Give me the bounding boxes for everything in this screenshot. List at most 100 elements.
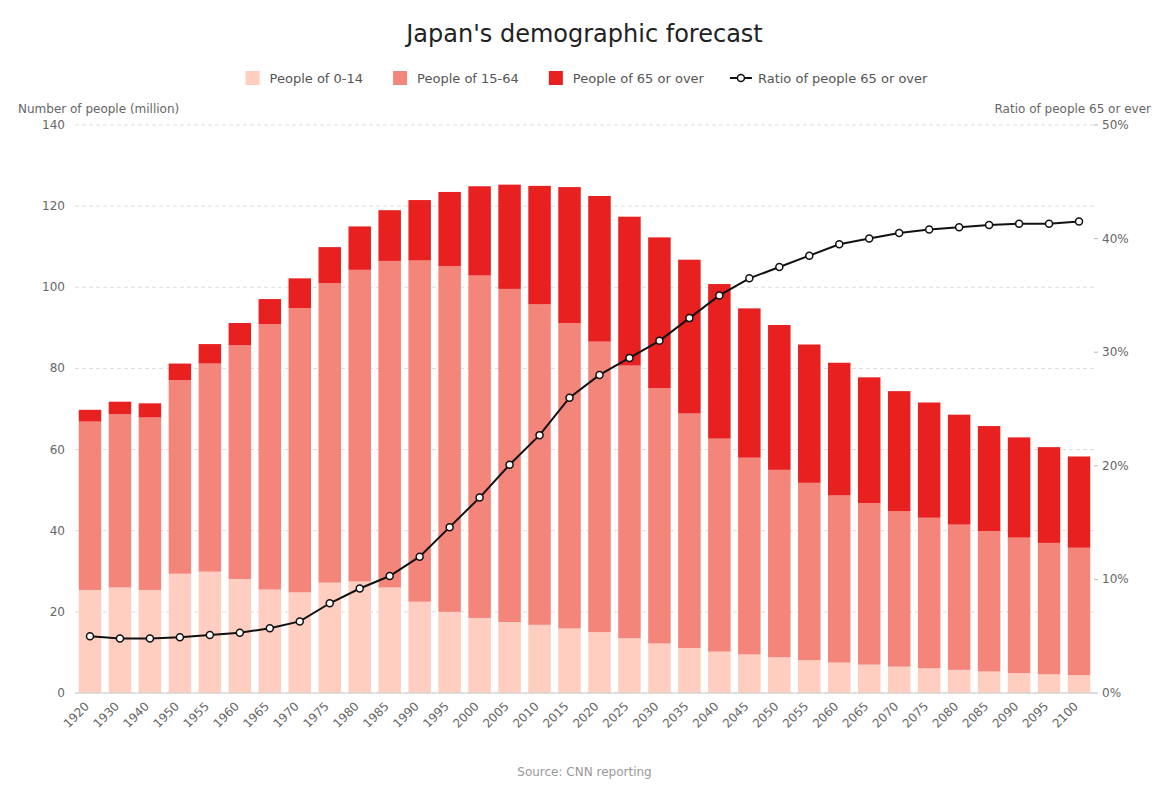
bar bbox=[319, 283, 341, 582]
bar bbox=[528, 186, 550, 304]
legend-item: People of 65 or over bbox=[549, 71, 705, 86]
line-marker bbox=[296, 618, 303, 625]
line-marker bbox=[836, 241, 843, 248]
y2-tick bbox=[1094, 352, 1098, 353]
x-tick-label: 1960 bbox=[210, 699, 241, 730]
x-tick-label: 2015 bbox=[540, 699, 571, 730]
bar bbox=[648, 644, 670, 693]
bar bbox=[199, 364, 221, 572]
bar bbox=[888, 667, 910, 693]
line-marker bbox=[386, 572, 393, 579]
bar bbox=[438, 192, 460, 266]
bar bbox=[438, 266, 460, 612]
bar bbox=[978, 531, 1000, 671]
chart: Japan's demographic forecast020406080100… bbox=[0, 0, 1169, 788]
y-tick-label: 100 bbox=[42, 280, 65, 294]
bar bbox=[348, 270, 370, 582]
bar bbox=[588, 196, 610, 342]
bar bbox=[498, 622, 520, 693]
bar bbox=[708, 284, 730, 439]
x-tick-label: 2035 bbox=[660, 699, 691, 730]
line-marker bbox=[866, 235, 873, 242]
x-tick-label: 1970 bbox=[270, 699, 301, 730]
bar bbox=[558, 323, 580, 629]
bar bbox=[259, 590, 281, 693]
line-marker bbox=[1016, 220, 1023, 227]
bar bbox=[408, 261, 430, 602]
legend-item: People of 0-14 bbox=[246, 71, 364, 86]
y2-tick-label: 10% bbox=[1102, 572, 1129, 586]
bar bbox=[229, 345, 251, 579]
line-marker bbox=[86, 633, 93, 640]
grid-line bbox=[75, 611, 1094, 612]
x-tick-label: 1975 bbox=[300, 699, 331, 730]
x-tick-label: 1995 bbox=[420, 699, 451, 730]
bar-series bbox=[79, 261, 1091, 676]
grid-line bbox=[75, 530, 1094, 531]
legend-label: People of 65 or over bbox=[573, 71, 705, 86]
y2-tick bbox=[1094, 465, 1098, 466]
title: Japan's demographic forecast bbox=[404, 20, 763, 48]
x-tick-label: 1940 bbox=[121, 699, 152, 730]
legend-label: People of 15-64 bbox=[417, 71, 519, 86]
bar bbox=[558, 187, 580, 323]
bar bbox=[918, 403, 940, 518]
x-tick-label: 1990 bbox=[390, 699, 421, 730]
bar bbox=[1068, 675, 1090, 693]
bar bbox=[768, 657, 790, 693]
bar bbox=[918, 668, 940, 693]
legend-item: People of 15-64 bbox=[393, 71, 519, 86]
bar bbox=[1038, 543, 1060, 674]
bar bbox=[888, 511, 910, 666]
bar bbox=[978, 426, 1000, 531]
bar bbox=[798, 660, 820, 693]
bar bbox=[708, 439, 730, 652]
y2-tick-label: 20% bbox=[1102, 459, 1129, 473]
legend-swatch bbox=[549, 71, 563, 85]
bar bbox=[468, 276, 490, 618]
source: Source: CNN reporting bbox=[517, 765, 651, 779]
x-tick-label: 2050 bbox=[750, 699, 781, 730]
legend-swatch bbox=[246, 71, 260, 85]
line-marker bbox=[896, 229, 903, 236]
bar bbox=[289, 308, 311, 592]
x-tick-label: 1950 bbox=[151, 699, 182, 730]
line-marker bbox=[416, 553, 423, 560]
bar bbox=[618, 638, 640, 693]
y2-tick-label: 50% bbox=[1102, 118, 1129, 132]
bar bbox=[79, 422, 101, 590]
background bbox=[0, 0, 1169, 788]
y-tick-label: 20 bbox=[50, 605, 65, 619]
bar bbox=[948, 415, 970, 525]
line-marker bbox=[566, 394, 573, 401]
bar bbox=[468, 618, 490, 693]
bar bbox=[109, 414, 131, 587]
bar-series bbox=[79, 185, 1091, 548]
bar bbox=[498, 289, 520, 622]
bar bbox=[109, 588, 131, 693]
bar bbox=[768, 470, 790, 657]
line bbox=[90, 222, 1079, 639]
bar bbox=[319, 247, 341, 283]
x-tick-label: 2075 bbox=[900, 699, 931, 730]
bar bbox=[229, 579, 251, 693]
y-tick-label: 60 bbox=[50, 443, 65, 457]
bar bbox=[648, 388, 670, 643]
x-tick-label: 2030 bbox=[630, 699, 661, 730]
bar bbox=[768, 325, 790, 470]
bar bbox=[169, 364, 191, 381]
bar bbox=[199, 572, 221, 693]
line-marker bbox=[446, 524, 453, 531]
bar bbox=[678, 413, 700, 648]
x-tick-label: 1985 bbox=[360, 699, 391, 730]
y2-tick-label: 40% bbox=[1102, 232, 1129, 246]
bar bbox=[289, 278, 311, 308]
bar bbox=[468, 186, 490, 275]
line-marker bbox=[536, 432, 543, 439]
bar bbox=[528, 304, 550, 625]
bar bbox=[738, 458, 760, 655]
bar bbox=[948, 525, 970, 670]
x-tick-label: 1965 bbox=[240, 699, 271, 730]
bar bbox=[978, 671, 1000, 693]
line-marker bbox=[1046, 220, 1053, 227]
